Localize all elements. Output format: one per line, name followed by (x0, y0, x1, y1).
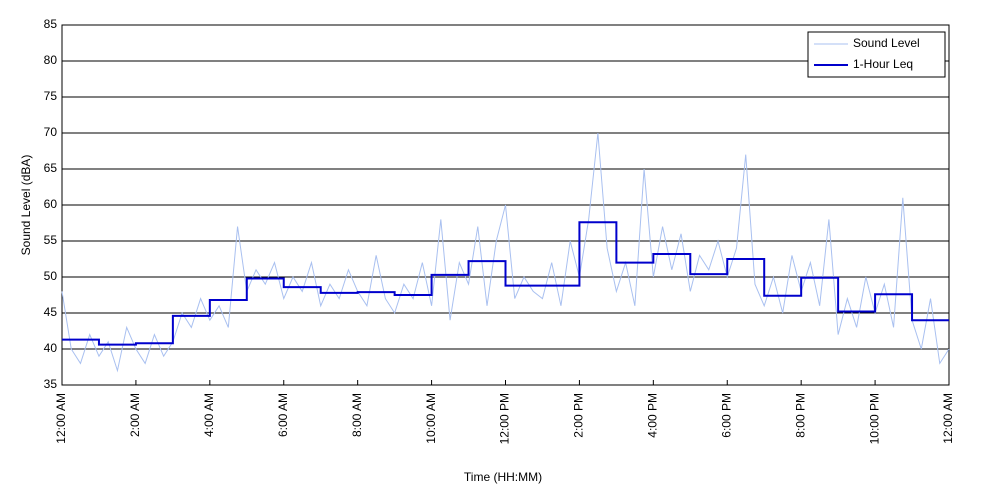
y-tick-label: 35 (44, 377, 58, 391)
y-tick-label: 55 (44, 233, 58, 247)
x-tick-label: 4:00 AM (202, 393, 216, 437)
y-tick-label: 80 (44, 53, 58, 67)
x-tick-label: 10:00 PM (867, 393, 881, 444)
x-tick-label: 4:00 PM (646, 393, 660, 438)
y-tick-label: 70 (44, 125, 58, 139)
x-tick-label: 2:00 PM (572, 393, 586, 438)
x-tick-label: 2:00 AM (128, 393, 142, 437)
y-tick-label: 85 (44, 17, 58, 31)
x-axis-label: Time (HH:MM) (464, 470, 542, 484)
x-tick-label: 6:00 AM (276, 393, 290, 437)
y-tick-label: 50 (44, 269, 58, 283)
legend-box (807, 31, 946, 78)
legend-label: 1-Hour Leq (853, 57, 913, 71)
x-tick-label: 6:00 PM (719, 393, 733, 438)
y-tick-label: 45 (44, 305, 58, 319)
data-line (62, 221, 949, 346)
plot-frame (61, 24, 950, 386)
legend-label: Sound Level (853, 36, 920, 50)
y-tick-label: 60 (44, 197, 58, 211)
x-tick-label: 10:00 AM (424, 393, 438, 444)
x-tick-label: 12:00 AM (54, 393, 68, 444)
y-tick-label: 65 (44, 161, 58, 175)
x-tick-label: 8:00 AM (350, 393, 364, 437)
x-tick-label: 12:00 PM (498, 393, 512, 444)
x-tick-label: 8:00 PM (793, 393, 807, 438)
x-tick-label: 12:00 AM (941, 393, 955, 444)
y-tick-label: 40 (44, 341, 58, 355)
y-tick-label: 75 (44, 89, 58, 103)
y-axis-label: Sound Level (dBA) (19, 155, 33, 256)
